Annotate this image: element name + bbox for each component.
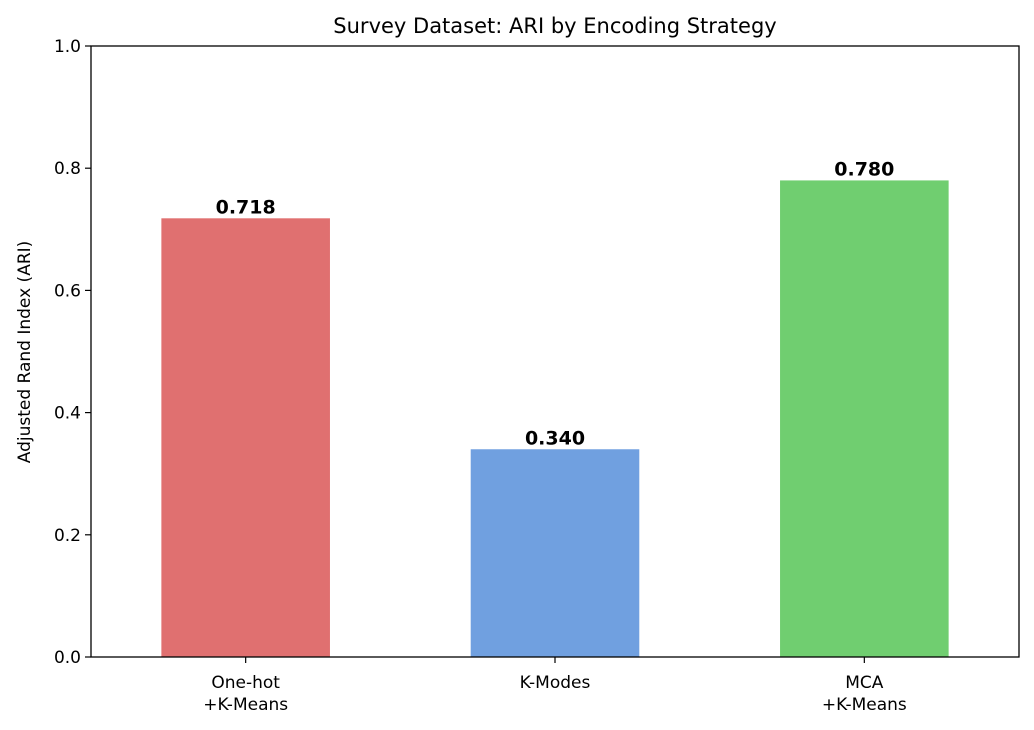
y-tick-label-0: 0.0 (54, 648, 81, 668)
x-tick-label-2: MCA +K-Means (822, 673, 907, 715)
x-tick-label-1: K-Modes (520, 673, 591, 693)
y-tick-label-1: 0.2 (54, 526, 81, 546)
bar-0 (161, 218, 330, 657)
plot-area: 0.718 0.340 0.780 0.0 0.2 0.4 0.6 0.8 1.0 One-hot… (54, 37, 1020, 715)
x-tick-label-0: One-hot +K-Means (203, 673, 288, 715)
y-tick-label-2: 0.4 (54, 404, 81, 424)
x-tick-label-line: K-Modes (520, 673, 591, 693)
y-axis-label: Adjusted Rand Index (ARI) (15, 241, 35, 464)
data-label-2: 0.780 (834, 158, 894, 180)
data-label-0: 0.718 (216, 196, 276, 218)
y-tick-label-5: 1.0 (54, 37, 81, 57)
x-tick-label-line: MCA (845, 673, 884, 693)
x-tick-label-line: +K-Means (822, 695, 907, 715)
x-tick-label-line: One-hot (211, 673, 280, 693)
y-tick-label-3: 0.6 (54, 281, 81, 301)
bar-2 (780, 180, 949, 658)
chart-title: Survey Dataset: ARI by Encoding Strategy (333, 14, 776, 38)
bar-1 (470, 449, 640, 657)
x-tick-label-line: +K-Means (203, 695, 288, 715)
data-label-1: 0.340 (525, 427, 585, 449)
y-tick-label-4: 0.8 (54, 159, 81, 179)
